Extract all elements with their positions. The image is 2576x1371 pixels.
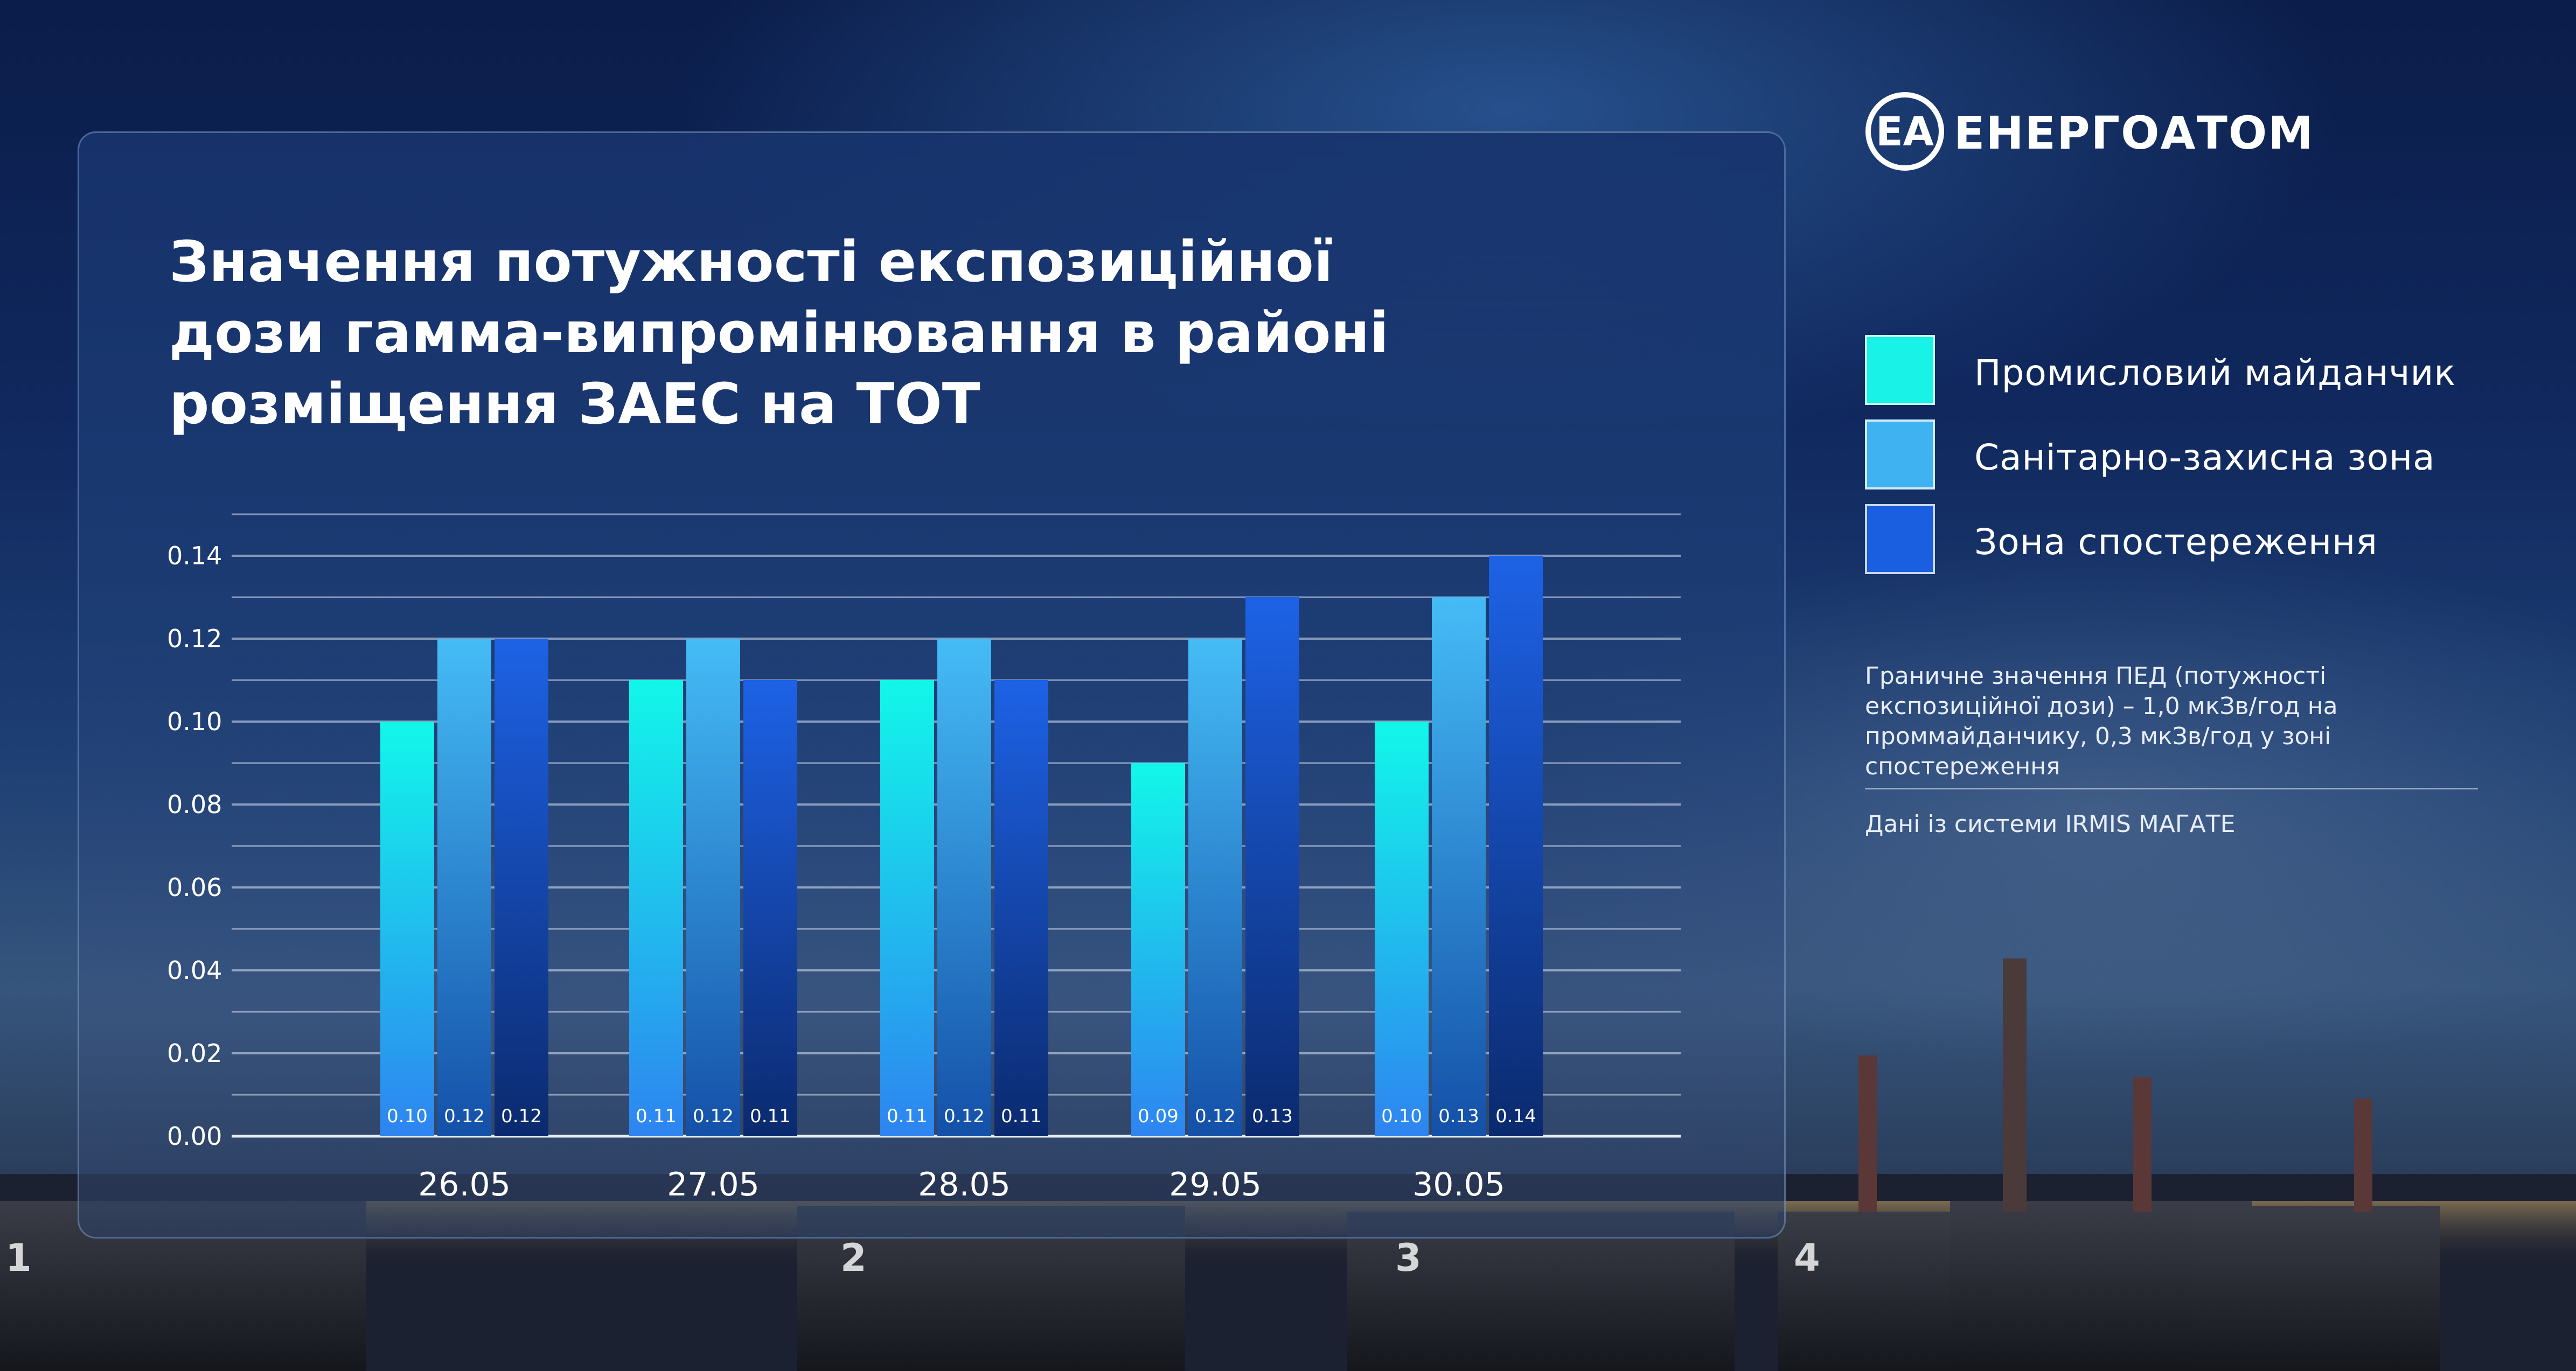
bar-27.05-series-1 — [629, 680, 683, 1136]
data-label: 0.10 — [1381, 1106, 1422, 1127]
chart-title-line-1: Значення потужності експозиційної — [169, 229, 1333, 295]
plant-unit-number-2: 2 — [840, 1236, 867, 1280]
legend-item-observation-zone: Зона спостереження — [1865, 504, 2565, 574]
x-tick-label: 29.05 — [1169, 1166, 1262, 1204]
y-tick-label: 0.06 — [167, 873, 222, 902]
bar-27.05-series-3 — [743, 680, 797, 1136]
legend-label-sanitary-zone: Санітарно-захисна зона — [1974, 437, 2435, 478]
data-label: 0.12 — [444, 1106, 485, 1127]
y-tick-label: 0.14 — [167, 541, 222, 570]
energoatom-logo: ЕА ЕНЕРГОАТОМ — [1865, 92, 2350, 172]
y-tick-label: 0.08 — [167, 790, 222, 819]
data-label: 0.12 — [944, 1106, 985, 1127]
bar-26.05-series-2 — [437, 639, 491, 1136]
chart-title-line-3: розміщення ЗАЕС на ТОТ — [169, 371, 980, 437]
bar-28.05-series-3 — [994, 680, 1048, 1136]
bar-26.05-series-3 — [495, 639, 548, 1136]
data-source: Дані із системи IRMIS МАГАТЕ — [1865, 810, 2236, 838]
y-tick-label: 0.04 — [167, 956, 222, 985]
data-label: 0.11 — [750, 1106, 791, 1127]
legend-item-sanitary-zone: Санітарно-захисна зона — [1865, 419, 2565, 489]
bar-29.05-series-3 — [1245, 597, 1299, 1136]
limit-note: Граничне значення ПЕД (потужності експоз… — [1865, 662, 2338, 780]
data-label: 0.11 — [1001, 1106, 1042, 1127]
data-label: 0.13 — [1252, 1106, 1293, 1127]
data-label: 0.12 — [693, 1106, 734, 1127]
y-tick-label: 0.00 — [167, 1122, 222, 1151]
energoatom-logo-icon: ЕА — [1865, 92, 1944, 171]
bar-30.05-series-3 — [1489, 556, 1543, 1136]
x-tick-label: 30.05 — [1412, 1166, 1505, 1204]
x-tick-label: 26.05 — [418, 1166, 511, 1204]
data-label: 0.11 — [887, 1106, 928, 1127]
logo-mark: ЕА — [1876, 109, 1934, 155]
data-label: 0.10 — [387, 1106, 428, 1127]
y-tick-label: 0.12 — [167, 624, 222, 653]
chart-title-line-2: дози гамма-випромінювання в районі — [169, 300, 1389, 366]
legend-swatch-industrial-site — [1865, 335, 1935, 405]
legend-label-industrial-site: Промисловий майданчик — [1974, 352, 2456, 394]
data-label: 0.14 — [1495, 1106, 1536, 1127]
legend-swatch-observation-zone — [1865, 504, 1935, 574]
legend-item-industrial-site: Промисловий майданчик — [1865, 335, 2565, 405]
x-tick-label: 28.05 — [918, 1166, 1011, 1204]
plant-unit-number-1: 1 — [5, 1236, 32, 1280]
data-label: 0.12 — [1195, 1106, 1236, 1127]
y-tick-label: 0.02 — [167, 1039, 222, 1068]
plant-unit-number-4: 4 — [1794, 1236, 1820, 1280]
bar-28.05-series-1 — [880, 680, 934, 1136]
legend-swatch-sanitary-zone — [1865, 419, 1935, 489]
plant-unit-number-3: 3 — [1395, 1236, 1422, 1280]
reactor-block-6 — [2192, 1206, 2440, 1371]
chimney-3 — [2133, 1077, 2152, 1212]
y-tick-label: 0.10 — [167, 707, 222, 736]
data-label: 0.12 — [501, 1106, 542, 1127]
chimney-1 — [2003, 959, 2027, 1212]
chimney-2 — [1858, 1055, 1877, 1212]
data-label: 0.09 — [1138, 1106, 1179, 1127]
data-label: 0.13 — [1438, 1106, 1479, 1127]
bar-27.05-series-2 — [686, 639, 740, 1136]
bar-26.05-series-1 — [380, 722, 434, 1136]
bar-28.05-series-2 — [937, 639, 991, 1136]
bar-29.05-series-2 — [1188, 639, 1242, 1136]
chimney-4 — [2354, 1099, 2372, 1212]
bar-30.05-series-1 — [1375, 722, 1429, 1136]
bar-30.05-series-2 — [1432, 597, 1486, 1136]
chart-title: Значення потужності експозиційної дози г… — [169, 226, 1624, 439]
bar-29.05-series-1 — [1131, 763, 1185, 1136]
data-label: 0.11 — [636, 1106, 677, 1127]
divider — [1865, 788, 2478, 789]
x-tick-label: 27.05 — [667, 1166, 760, 1204]
legend-label-observation-zone: Зона спостереження — [1974, 521, 2378, 563]
brand-name: ЕНЕРГОАТОМ — [1954, 107, 2314, 159]
